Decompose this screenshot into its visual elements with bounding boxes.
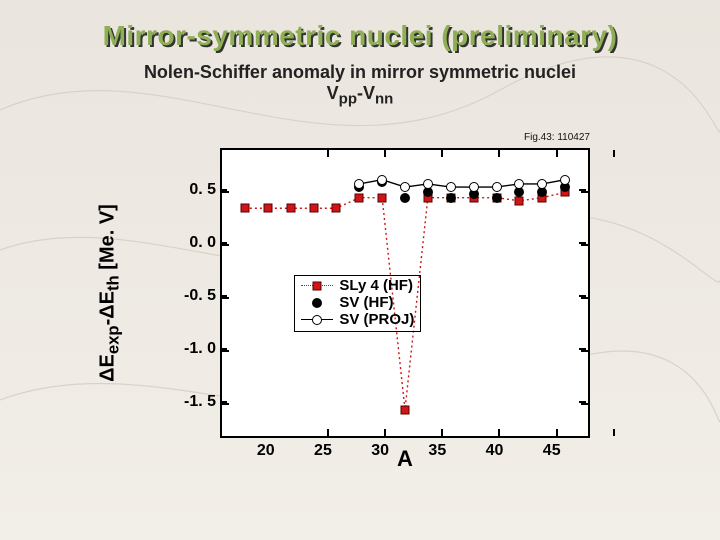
data-point [309,204,318,213]
data-point [515,196,524,205]
data-point [446,182,456,192]
data-point [469,182,479,192]
data-point [378,193,387,202]
data-point [560,175,570,185]
data-point [537,179,547,189]
ytick-label: -1. 5 [160,393,216,411]
legend-label: SV (HF) [339,295,393,312]
legend-label: SLy 4 (HF) [339,278,413,295]
data-point [355,193,364,202]
chart: ΔEexp-ΔEth [Me. V] A -1. 5-1. 0-0. 50. 0… [160,148,590,468]
figure-id: Fig.43: 110427 [524,132,590,143]
data-point [514,179,524,189]
ytick-label: 0. 0 [160,234,216,252]
page-title: Mirror-symmetric nuclei (preliminary) [0,20,720,52]
subtitle-line1: Nolen-Schiffer anomaly in mirror symmetr… [144,62,576,82]
legend-label: SV (PROJ) [339,312,414,329]
data-point [423,179,433,189]
legend-item: SV (HF) [301,295,414,312]
xtick-label: 20 [257,442,275,460]
ytick-label: 0. 5 [160,181,216,199]
data-point [354,179,364,189]
data-point [332,204,341,213]
data-point [377,175,387,185]
xtick-label: 35 [428,442,446,460]
data-point [401,405,410,414]
legend-item: SV (PROJ) [301,312,414,329]
data-point [400,182,410,192]
data-point [240,204,249,213]
legend-item: SLy 4 (HF) [301,278,414,295]
y-axis-label: ΔEexp-ΔEth [Me. V] [97,204,124,382]
legend: SLy 4 (HF)SV (HF)SV (PROJ) [294,275,421,332]
subtitle-line2: Vpp-Vnn [327,83,394,103]
xtick-label: 25 [314,442,332,460]
x-axis-label: A [220,446,590,472]
xtick-label: 45 [543,442,561,460]
data-point [492,193,502,203]
data-point [263,204,272,213]
data-point [400,193,410,203]
data-point [446,193,456,203]
ytick-label: -1. 0 [160,340,216,358]
xtick-label: 30 [371,442,389,460]
xtick-label: 40 [486,442,504,460]
data-point [492,182,502,192]
subtitle: Nolen-Schiffer anomaly in mirror symmetr… [0,62,720,108]
ytick-label: -0. 5 [160,287,216,305]
data-point [286,204,295,213]
